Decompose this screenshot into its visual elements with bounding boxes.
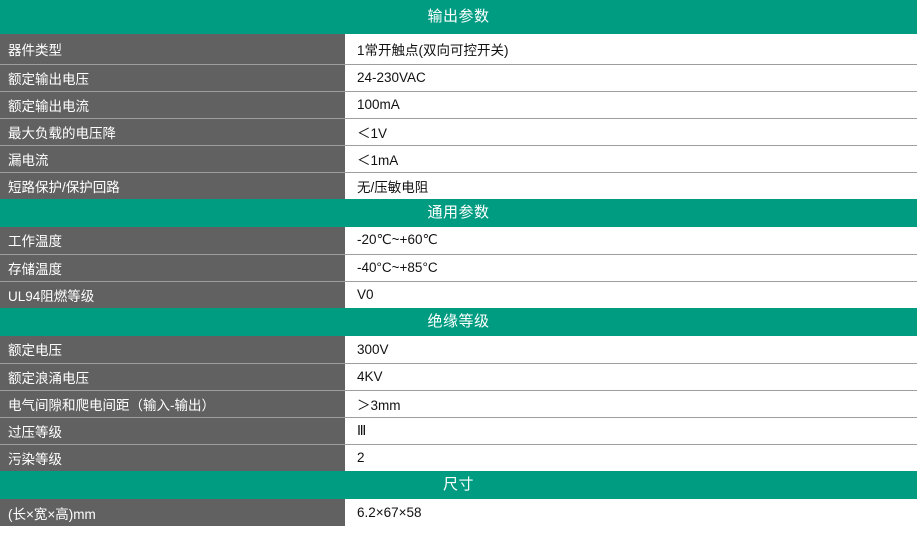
table-row: 污染等级 2	[0, 444, 917, 471]
parameter-value: 1常开触点(双向可控开关)	[345, 34, 917, 65]
parameter-value: 2	[345, 444, 917, 471]
section-header-row: 输出参数	[0, 0, 917, 34]
parameter-value: Ⅲ	[345, 417, 917, 445]
parameter-label: 电气间隙和爬电间距（输入-输出）	[0, 390, 345, 418]
parameter-value: 无/压敏电阻	[345, 172, 917, 199]
parameter-label: 额定浪涌电压	[0, 363, 345, 391]
table-row: 漏电流 ＜1mA	[0, 145, 917, 173]
table-row: 最大负载的电压降 ＜1V	[0, 118, 917, 146]
parameter-value: 4KV	[345, 363, 917, 391]
parameter-value: -20℃~+60℃	[345, 227, 917, 255]
parameter-value: ＜1mA	[345, 145, 917, 173]
parameter-label: 器件类型	[0, 34, 345, 65]
parameter-label: 额定输出电压	[0, 64, 345, 92]
parameter-value: 300V	[345, 336, 917, 364]
parameter-value: ＜1V	[345, 118, 917, 146]
parameter-label: 污染等级	[0, 444, 345, 471]
table-row: 过压等级 Ⅲ	[0, 417, 917, 445]
parameter-label: 工作温度	[0, 227, 345, 255]
parameter-value: 6.2×67×58	[345, 499, 917, 526]
section-title: 绝缘等级	[0, 308, 917, 336]
parameter-label: UL94阻燃等级	[0, 281, 345, 308]
table-row: (长×宽×高)mm 6.2×67×58	[0, 499, 917, 526]
section-title: 尺寸	[0, 471, 917, 499]
parameter-label: 漏电流	[0, 145, 345, 173]
table-row: 额定电压 300V	[0, 336, 917, 364]
section-header-row: 绝缘等级	[0, 308, 917, 336]
parameter-value: -40°C~+85°C	[345, 254, 917, 282]
specification-table-body: 输出参数 器件类型 1常开触点(双向可控开关) 额定输出电压 24-230VAC 额定输出…	[0, 0, 917, 526]
parameter-label: 额定输出电流	[0, 91, 345, 119]
parameter-value: 100mA	[345, 91, 917, 119]
parameter-label: (长×宽×高)mm	[0, 499, 345, 526]
parameter-value: 24-230VAC	[345, 64, 917, 92]
section-title: 通用参数	[0, 199, 917, 227]
parameter-value: V0	[345, 281, 917, 308]
parameter-value: ＞3mm	[345, 390, 917, 418]
parameter-label: 过压等级	[0, 417, 345, 445]
table-row: 额定浪涌电压 4KV	[0, 363, 917, 391]
parameter-label: 短路保护/保护回路	[0, 172, 345, 199]
table-row: 存储温度 -40°C~+85°C	[0, 254, 917, 282]
parameter-label: 存储温度	[0, 254, 345, 282]
specification-table: 输出参数 器件类型 1常开触点(双向可控开关) 额定输出电压 24-230VAC 额定输出…	[0, 0, 917, 526]
table-row: 工作温度 -20℃~+60℃	[0, 227, 917, 255]
section-header-row: 尺寸	[0, 471, 917, 499]
parameter-label: 最大负载的电压降	[0, 118, 345, 146]
table-row: 额定输出电流 100mA	[0, 91, 917, 119]
table-row: 器件类型 1常开触点(双向可控开关)	[0, 34, 917, 65]
section-title: 输出参数	[0, 0, 917, 34]
table-row: 短路保护/保护回路 无/压敏电阻	[0, 172, 917, 199]
table-row: 电气间隙和爬电间距（输入-输出） ＞3mm	[0, 390, 917, 418]
table-row: 额定输出电压 24-230VAC	[0, 64, 917, 92]
parameter-label: 额定电压	[0, 336, 345, 364]
section-header-row: 通用参数	[0, 199, 917, 227]
table-row: UL94阻燃等级 V0	[0, 281, 917, 308]
